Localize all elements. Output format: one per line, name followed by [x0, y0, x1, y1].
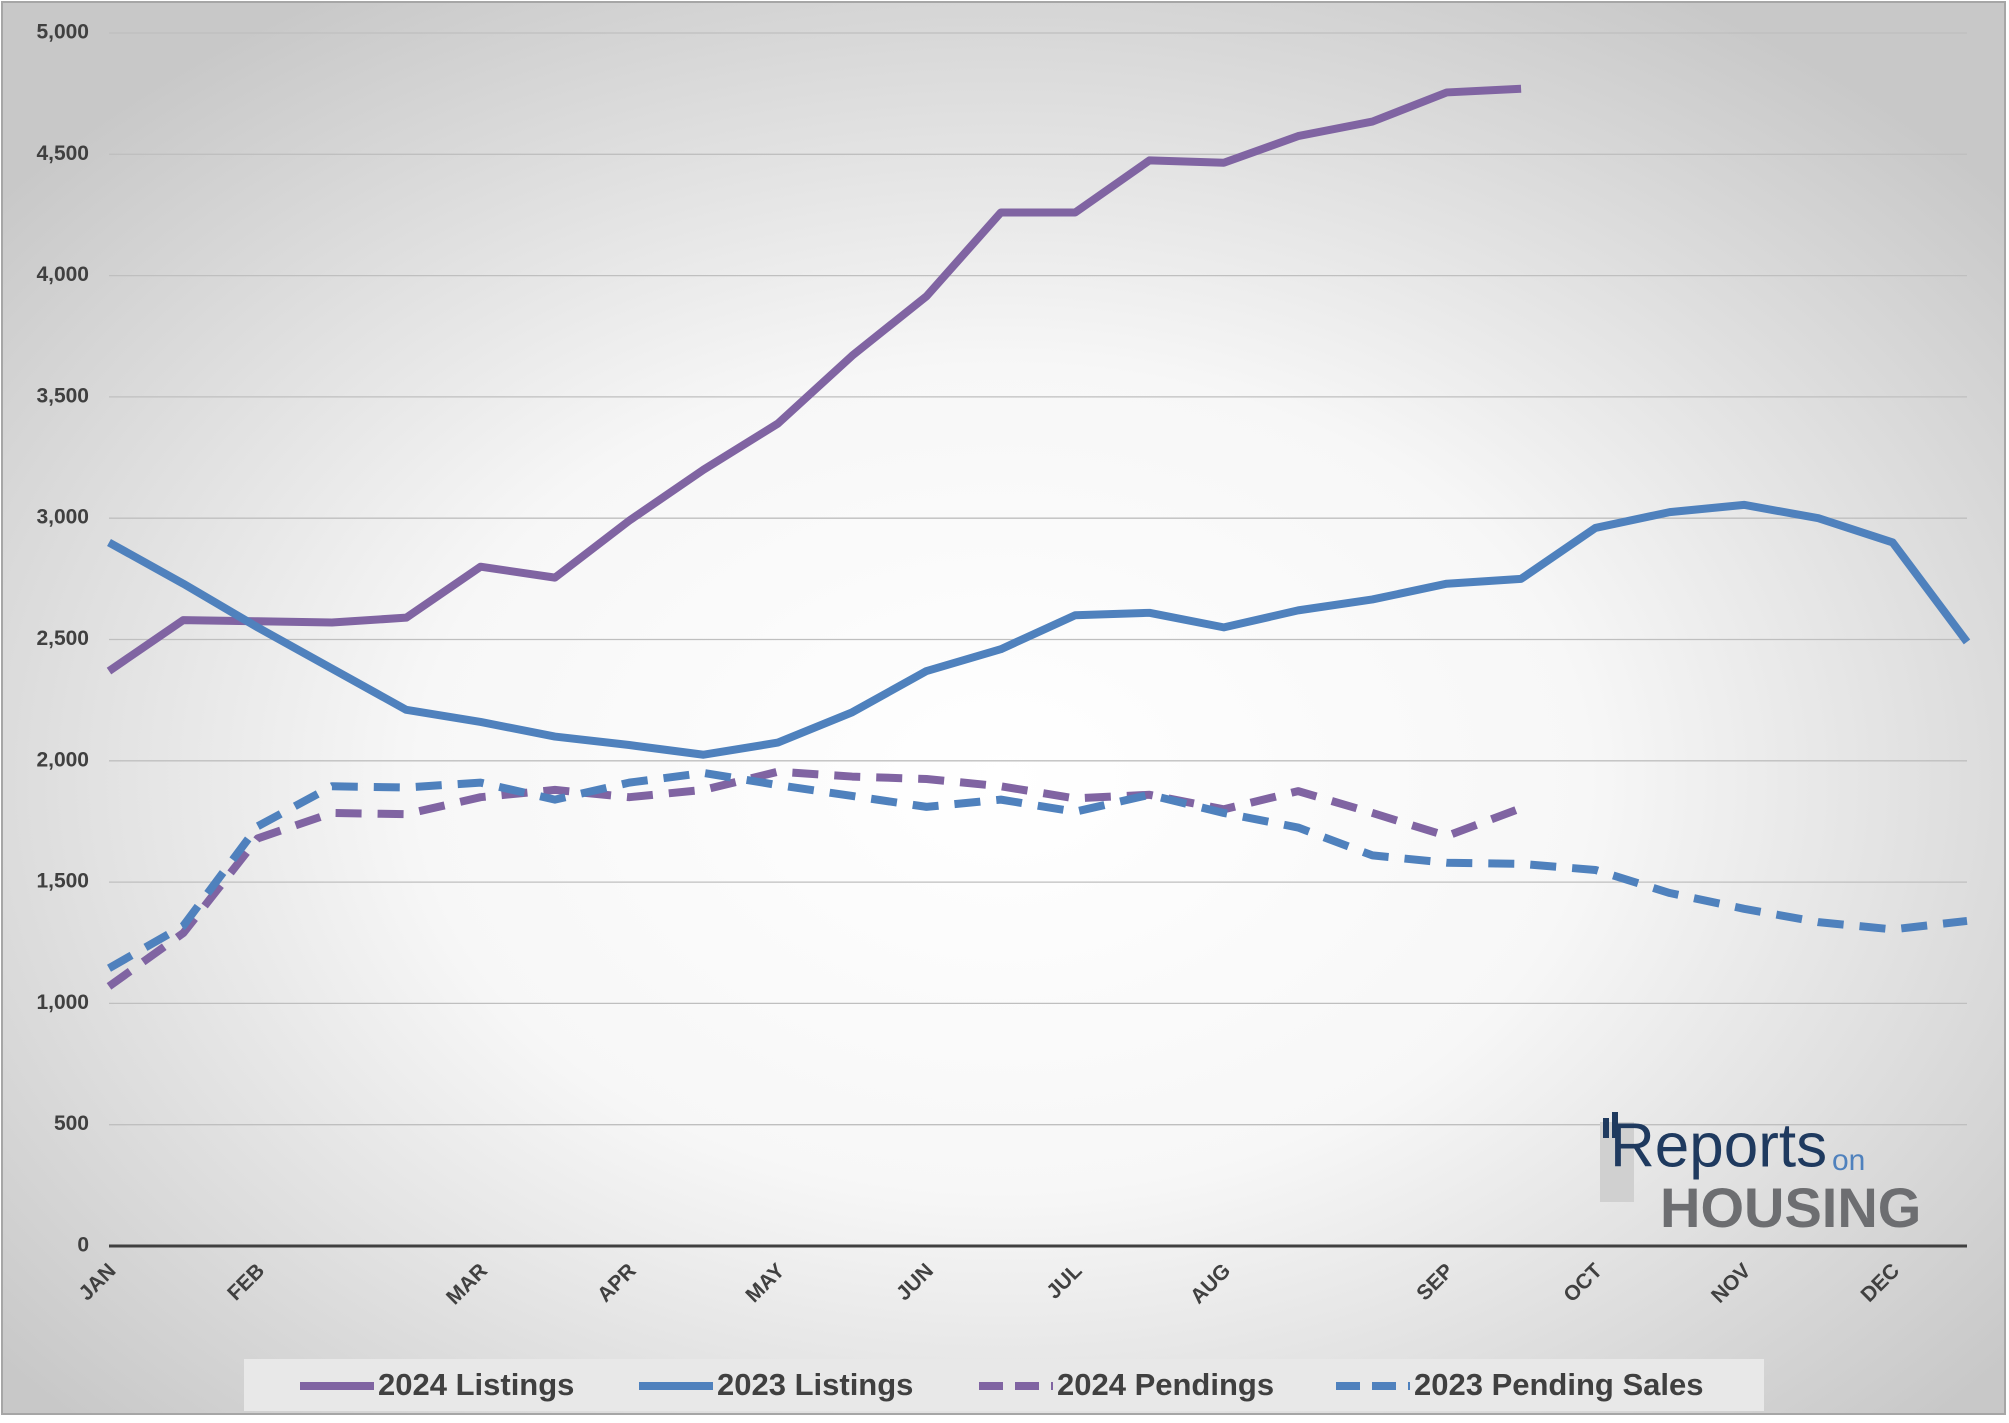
- y-tick-label: 1,500: [36, 870, 89, 893]
- y-tick-label: 4,000: [36, 263, 89, 286]
- y-tick-label: 1,000: [36, 991, 89, 1014]
- legend-label: 2024 Listings: [378, 1367, 574, 1402]
- y-tick-label: 4,500: [36, 142, 89, 165]
- logo-sub: HOUSING: [1660, 1176, 1921, 1239]
- legend-label: 2024 Pendings: [1057, 1367, 1274, 1402]
- series-line: [106, 767, 1523, 990]
- legend-box: [244, 1359, 1764, 1411]
- logo-bar: [1603, 1118, 1609, 1138]
- y-tick-label: 0: [77, 1234, 89, 1257]
- y-tick-label: 2,000: [36, 748, 89, 771]
- logo-small: on: [1832, 1144, 1865, 1177]
- logo: Reports on HOUSING: [1600, 1111, 1921, 1239]
- series-line: [107, 500, 1971, 759]
- y-tick-label: 5,000: [36, 21, 89, 44]
- series-line: [107, 768, 1968, 972]
- legend-label: 2023 Listings: [717, 1367, 913, 1402]
- y-tick-label: 2,500: [36, 627, 89, 650]
- series-line: [106, 84, 1522, 675]
- logo-bar: [1612, 1112, 1618, 1138]
- y-tick-label: 500: [54, 1112, 89, 1135]
- y-tick-label: 3,500: [36, 384, 89, 407]
- legend-label: 2023 Pending Sales: [1414, 1367, 1703, 1402]
- logo-main: Reports: [1610, 1111, 1827, 1180]
- y-tick-label: 3,000: [36, 506, 89, 529]
